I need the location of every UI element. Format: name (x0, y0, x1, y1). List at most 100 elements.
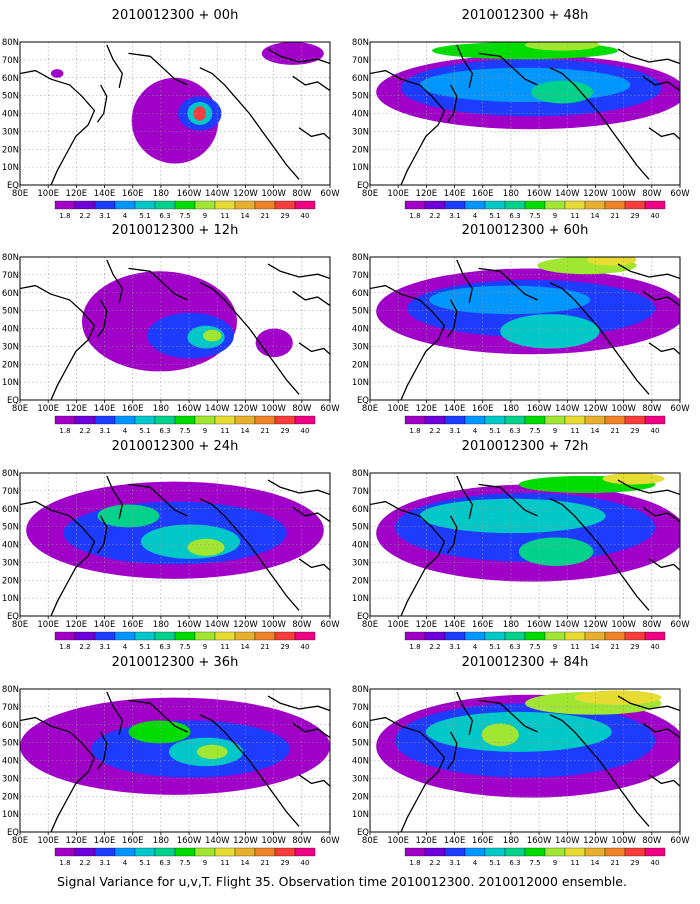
lon-tick-label: 160W (527, 189, 552, 199)
colorbar-swatch (564, 200, 586, 210)
coastline (20, 69, 96, 185)
coastline (298, 774, 330, 787)
colorbar-swatch (644, 631, 666, 641)
coastline (370, 69, 446, 185)
map-field (20, 473, 330, 616)
variance-contour (525, 42, 600, 51)
coastline (292, 290, 330, 307)
colorbar-swatch (464, 631, 486, 641)
lat-tick-label: 50N (2, 739, 19, 749)
lon-tick-label: 120W (583, 404, 608, 414)
lon-tick-label: 80E (362, 620, 378, 630)
panel-title: 2010012300 + 00h (112, 8, 239, 23)
map-frame (19, 256, 331, 401)
colorbar-label: 6.3 (509, 643, 520, 651)
colorbar-swatch (524, 415, 546, 425)
coastline (446, 515, 458, 554)
colorbar-swatch (214, 631, 236, 641)
panel-title: 2010012300 + 72h (462, 439, 589, 454)
lon-tick-label: 80W (292, 189, 312, 199)
colorbar-swatch (544, 631, 566, 641)
lon-tick-label: 80W (292, 404, 312, 414)
colorbar-label: 29 (281, 427, 290, 435)
coastline (446, 731, 458, 770)
colorbar-swatch (254, 200, 276, 210)
colorbar-label: 11 (221, 643, 230, 651)
lon-tick-label: 80E (362, 189, 378, 199)
colorbar-swatch (444, 631, 466, 641)
colorbar-label: 1.8 (409, 859, 420, 867)
lon-tick-label: 80W (292, 836, 312, 846)
variance-contour (602, 473, 665, 485)
coastline (298, 342, 330, 355)
colorbar-swatch (584, 847, 606, 857)
colorbar-swatch (154, 415, 176, 425)
coastline (549, 67, 650, 180)
lat-tick-label: 40N (2, 325, 19, 335)
colorbar-swatch (294, 631, 316, 641)
lat-tick-label: 70N (2, 703, 19, 713)
colorbar-label: 3.1 (449, 212, 460, 220)
lon-tick-label: 120W (583, 620, 608, 630)
colorbar-label: 21 (611, 859, 620, 867)
colorbar-label: 7.5 (529, 427, 540, 435)
coastline (199, 714, 300, 827)
coastline (199, 282, 300, 395)
lon-tick-label: 80E (362, 836, 378, 846)
lat-tick-label: EQ (357, 612, 369, 622)
lon-tick-label: 140W (205, 620, 230, 630)
lat-tick-label: 50N (2, 307, 19, 317)
colorbar-swatch (464, 415, 486, 425)
lon-tick-label: 100E (37, 189, 59, 199)
coastline (446, 84, 458, 123)
colorbar-swatch (444, 200, 466, 210)
colorbar-swatch (174, 200, 196, 210)
colorbar-label: 40 (651, 859, 660, 867)
lat-tick-label: 20N (352, 360, 369, 370)
lat-tick-label: 50N (2, 92, 19, 102)
lat-tick-label: 10N (352, 378, 369, 388)
coastline (617, 479, 680, 496)
colorbar-swatch (544, 415, 566, 425)
lon-tick-label: 120E (416, 404, 438, 414)
lat-tick-label: 80N (2, 38, 19, 48)
lat-tick-label: 70N (352, 703, 369, 713)
colorbar-label: 3.1 (99, 212, 110, 220)
lon-tick-label: 100W (611, 836, 636, 846)
colorbar-label: 7.5 (529, 212, 540, 220)
colorbar-label: 9 (203, 212, 207, 220)
map-panel: 2010012300 + 60h 80E 100E 120E 140E 160E 180 16… (352, 223, 690, 435)
colorbar-label: 6.3 (159, 859, 170, 867)
colorbar-swatch (404, 631, 426, 641)
map-field (20, 257, 330, 400)
map-field (370, 473, 680, 616)
colorbar-swatch (644, 200, 666, 210)
colorbar-label: 2.2 (429, 643, 440, 651)
lon-tick-label: 160E (122, 404, 144, 414)
lon-tick-label: 160E (122, 836, 144, 846)
lon-tick-label: 60W (320, 404, 340, 414)
colorbar-swatch (624, 415, 646, 425)
lat-tick-label: 40N (352, 757, 369, 767)
coastline (617, 48, 680, 65)
lon-tick-label: 120E (416, 189, 438, 199)
colorbar-swatch (174, 847, 196, 857)
lon-tick-label: 100W (611, 404, 636, 414)
colorbar-label: 40 (301, 643, 310, 651)
lat-tick-label: 20N (2, 792, 19, 802)
colorbar-label: 1.8 (59, 859, 70, 867)
lat-tick-label: 70N (352, 271, 369, 281)
colorbar-swatch (154, 200, 176, 210)
map-panel: 2010012300 + 72h 80E 100E 120E 140E 160E 180 16… (352, 439, 690, 651)
colorbar-swatch (214, 847, 236, 857)
lat-tick-label: 10N (352, 810, 369, 820)
colorbar-swatch (54, 415, 76, 425)
colorbar-label: 11 (221, 212, 230, 220)
coastline (128, 483, 188, 517)
lon-tick-label: 160W (177, 189, 202, 199)
colorbar-swatch (624, 847, 646, 857)
map-field (370, 689, 680, 832)
coastline (267, 48, 330, 65)
coastline (549, 498, 650, 611)
